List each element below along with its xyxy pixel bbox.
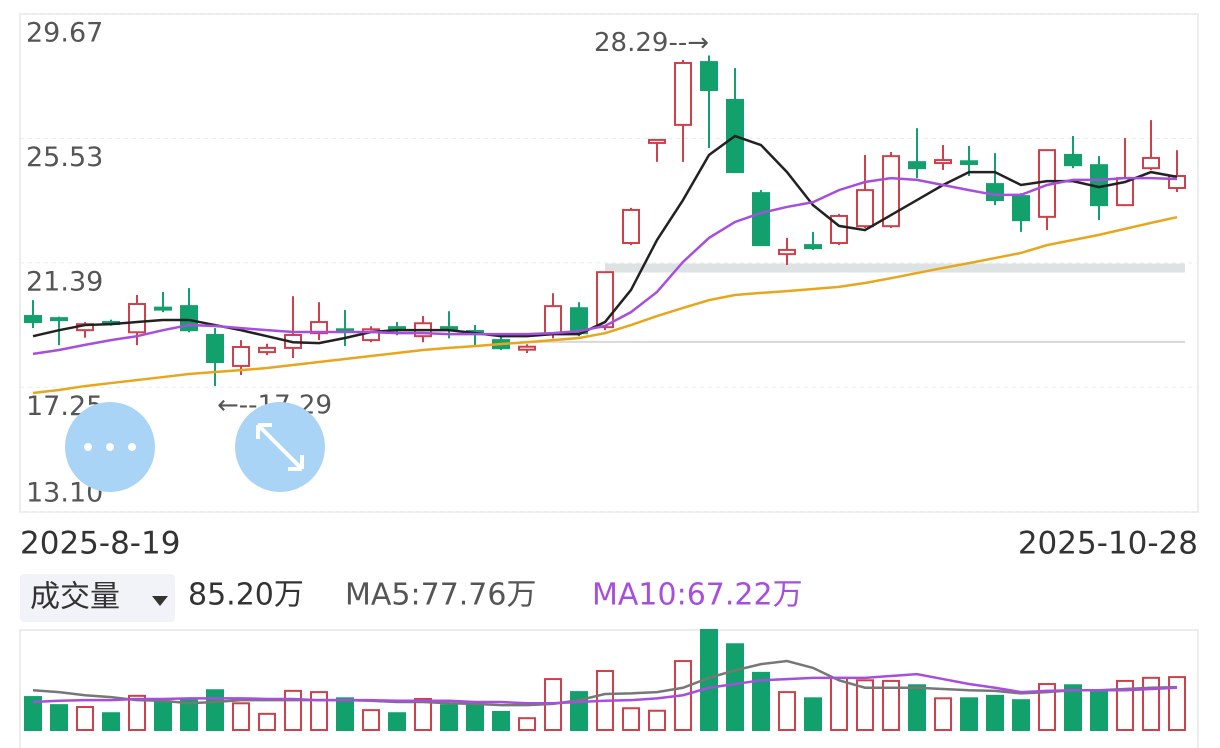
candle-body [960,160,978,165]
volume-bar [206,689,224,732]
volume-current: 85.20万 [188,578,304,613]
volume-bar [102,712,120,731]
volume-bar [934,697,952,732]
candle-body [50,317,68,322]
more-button[interactable] [65,402,155,492]
volume-bar [518,717,536,731]
candle-body [1012,195,1030,222]
volume-label[interactable]: 成交量 [30,580,120,615]
volume-ma-line [32,659,1178,707]
candle-body [388,326,406,331]
max-annotation: 28.29--→ [594,28,709,58]
volume-bar [882,679,900,732]
candle-body [232,346,250,367]
volume-bar [1012,699,1030,732]
volume-bar [492,710,510,731]
ma-line [32,215,1178,395]
candle-body [622,208,640,245]
end-date: 2025-10-28 [1018,526,1198,562]
volume-bar [440,704,458,731]
dot[interactable] [106,443,114,451]
volume-bar [180,699,198,732]
y-tick-label: 21.39 [26,266,103,297]
volume-bar [258,712,276,732]
candle-body [674,61,692,126]
candle-body [700,61,718,92]
volume-ma10: MA10:67.22万 [592,578,803,613]
dropdown-arrow[interactable] [152,596,168,606]
marks: 13.1017.2521.3925.5329.6728.29--→←--17.2… [20,13,1198,732]
ma-line [32,176,1178,356]
volume-bar [752,671,770,731]
volume-bar [1038,683,1056,732]
volume-bar [414,697,432,731]
candle-body [908,161,926,170]
volume-bar [804,697,822,732]
volume-ma5: MA5:77.76万 [345,578,536,613]
volume-bar [232,702,250,732]
candle-body [518,345,536,351]
volume-bar [778,691,796,732]
dot[interactable] [128,443,136,451]
candle-body [596,271,614,329]
y-tick-label: 25.53 [26,142,103,173]
volume-bar [50,704,68,731]
volume-bar [908,684,926,731]
volume-bar [986,694,1004,731]
candle-body [128,303,146,334]
y-tick-label: 29.67 [26,18,103,49]
volume-bar [622,707,640,731]
start-date: 2025-8-19 [20,526,180,562]
candle-body [778,248,796,256]
volume-bar [1116,679,1134,732]
volume-bar [284,689,302,732]
candle-body [648,138,666,144]
volume-bar [388,712,406,731]
volume-bar [1142,676,1160,732]
candle-body [934,159,952,165]
candle-body [882,155,900,228]
volume-bar [1064,684,1082,731]
volume-selector[interactable] [20,574,175,622]
volume-bar [362,709,380,731]
candle-body [24,315,42,324]
volume-ma-line [32,672,1178,705]
volume-bar [310,691,328,732]
candle-body [986,183,1004,202]
candle-body [154,306,172,311]
candle-body [804,244,822,250]
volume-bar [24,696,42,732]
volume-bar [830,676,848,732]
expand-button[interactable] [235,402,325,492]
volume-panel [19,629,1199,748]
volume-bar [154,701,172,731]
candle-body [1142,156,1160,170]
candle-body [856,189,874,228]
dot[interactable] [84,443,92,451]
volume-bar [726,643,744,731]
volume-bar [648,709,666,732]
volume-bar [960,697,978,732]
volume-bar [128,694,146,731]
candle-body [752,192,770,247]
candle-body [258,346,276,354]
volume-bar [466,704,484,731]
volume-bar [76,706,94,731]
candle-body [544,305,562,336]
candle-body [1064,153,1082,167]
expand-icon[interactable] [256,423,304,471]
volume-bar [856,679,874,731]
volume-bar [336,697,354,732]
volume-bar [1168,676,1186,732]
volume-bar [1090,689,1108,732]
candle-body [206,333,224,364]
